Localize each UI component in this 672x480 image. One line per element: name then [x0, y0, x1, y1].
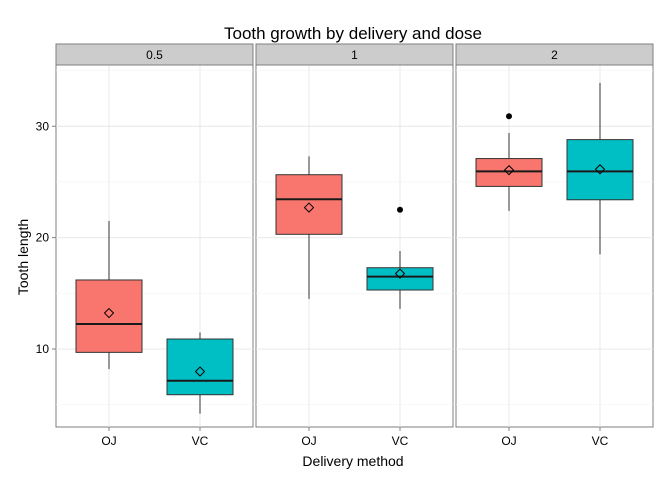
panel-background [455, 64, 654, 428]
x-tick-label: OJ [101, 434, 116, 448]
facet-label: 0.5 [146, 48, 163, 62]
facet-strip [255, 43, 454, 66]
y-tick-label: 20 [36, 231, 50, 245]
boxplot-0.5-oj [75, 220, 143, 370]
outlier-point [397, 206, 403, 213]
y-tick-label: 10 [36, 342, 50, 356]
y-axis-label: Tooth length [15, 219, 31, 295]
box-body [75, 279, 143, 353]
facet-label: 2 [551, 48, 558, 62]
facet-panel-1: 1 OJ VC [255, 43, 454, 448]
facet-panel-0.5: 0.5 OJ VC [55, 43, 254, 448]
y-tick-label: 30 [36, 119, 50, 133]
chart-title: Tooth growth by delivery and dose [224, 24, 482, 43]
y-axis: 10 20 30 [36, 119, 56, 356]
box-body [275, 174, 343, 235]
mean-marker [103, 307, 115, 319]
facet-strip [455, 43, 654, 66]
x-tick-label: VC [392, 434, 409, 448]
outlier-point [506, 113, 512, 120]
x-tick-label: VC [592, 434, 609, 448]
panel-background [255, 64, 454, 428]
x-tick-label: VC [192, 434, 209, 448]
boxplot-1-oj [275, 156, 343, 299]
facet-label: 1 [351, 48, 358, 62]
mean-marker [503, 164, 515, 176]
mean-marker [594, 164, 606, 175]
box-body [475, 158, 543, 187]
boxplot-2-vc [566, 82, 634, 255]
boxplot-1-vc [366, 206, 434, 309]
facet-panel-2: 2 OJ VC [455, 43, 654, 448]
x-tick-label: OJ [501, 434, 516, 448]
mean-marker [394, 268, 406, 279]
facet-strip [55, 43, 254, 66]
plot-area: 0.5 OJ VC 1 OJ VC 2 OJ VC 10 20 30 [36, 43, 654, 448]
box-body [366, 267, 434, 291]
boxplot-2-oj [475, 113, 543, 211]
mean-marker [194, 366, 206, 377]
boxplot-0.5-vc [166, 332, 234, 414]
box-body [566, 139, 634, 201]
x-axis-label: Delivery method [302, 453, 403, 469]
mean-marker [303, 202, 315, 213]
x-tick-label: OJ [301, 434, 316, 448]
